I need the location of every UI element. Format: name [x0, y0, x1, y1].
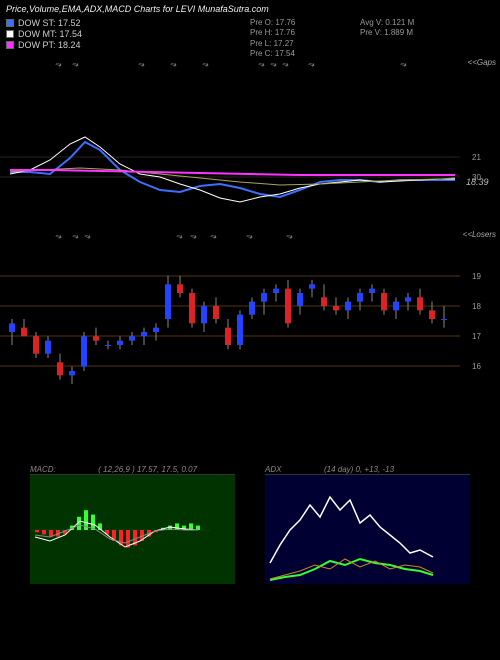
svg-text:21: 21: [472, 153, 481, 162]
gap-marker: ⇘: [284, 231, 294, 242]
legend-text: DOW PT: 18.24: [18, 40, 81, 50]
gap-marker: ⇘: [53, 59, 63, 70]
gap-marker: ⇘: [200, 59, 210, 70]
gaps-label: <<Gaps: [468, 58, 496, 67]
legend-item: DOW PT: 18.24: [6, 40, 82, 50]
stat-line: Avg V: 0.121 M: [360, 18, 414, 28]
header-row: DOW ST: 17.52DOW MT: 17.54DOW PT: 18.24 …: [0, 18, 500, 50]
gap-marker: ⇘: [136, 59, 146, 70]
legend-swatch: [6, 41, 14, 49]
macd-canvas: [30, 474, 235, 584]
svg-text:18.39: 18.39: [466, 177, 489, 187]
gap-marker: ⇘: [306, 59, 316, 70]
gap-marker: ⇘: [244, 231, 254, 242]
legend-item: DOW ST: 17.52: [6, 18, 82, 28]
adx-header: ADX (14 day) 0, +13, -13: [265, 464, 470, 474]
gap-marker: ⇘: [174, 231, 184, 242]
adx-label: ADX: [265, 465, 281, 474]
gap-marker: ⇘: [70, 231, 80, 242]
gap-marker: ⇘: [398, 59, 408, 70]
adx-box: ADX (14 day) 0, +13, -13: [265, 464, 470, 604]
gap-marker: ⇘: [256, 59, 266, 70]
legend-text: DOW MT: 17.54: [18, 29, 82, 39]
macd-box: MACD: ( 12,26,9 ) 17.57, 17.5, 0.07: [30, 464, 235, 604]
stats-volume: Avg V: 0.121 MPre V: 1.889 M: [360, 18, 414, 39]
gaps-lower-row: <<Losers ⇘⇘⇘⇘⇘⇘⇘⇘: [0, 222, 500, 254]
macd-header: MACD: ( 12,26,9 ) 17.57, 17.5, 0.07: [30, 464, 235, 474]
svg-text:19: 19: [472, 272, 481, 281]
gap-marker: ⇘: [280, 59, 290, 70]
chart-title: Price,Volume,EMA,ADX,MACD Charts for LEV…: [0, 0, 500, 18]
gaps-upper-row: <<Gaps ⇘⇘⇘⇘⇘⇘⇘⇘⇘⇘: [0, 50, 500, 82]
candlestick-chart: 19 18 17 16: [0, 254, 500, 384]
stat-line: Pre V: 1.889 M: [360, 28, 414, 38]
legend-item: DOW MT: 17.54: [6, 29, 82, 39]
adx-canvas: [265, 474, 470, 584]
macd-params: ( 12,26,9 ) 17.57, 17.5, 0.07: [98, 465, 197, 474]
adx-params: (14 day) 0, +13, -13: [324, 465, 394, 474]
macd-label: MACD:: [30, 465, 56, 474]
gap-marker: ⇘: [188, 231, 198, 242]
stat-line: Pre L: 17.27: [250, 39, 295, 49]
stat-line: Pre H: 17.76: [250, 28, 295, 38]
gap-marker: ⇘: [168, 59, 178, 70]
legend-swatch: [6, 19, 14, 27]
legend-text: DOW ST: 17.52: [18, 18, 81, 28]
legend-swatch: [6, 30, 14, 38]
svg-text:18: 18: [472, 302, 481, 311]
svg-text:16: 16: [472, 362, 481, 371]
indicator-area: MACD: ( 12,26,9 ) 17.57, 17.5, 0.07 ADX …: [0, 464, 500, 604]
svg-text:17: 17: [472, 332, 481, 341]
stat-line: Pre O: 17.76: [250, 18, 295, 28]
gap-marker: ⇘: [70, 59, 80, 70]
gap-marker: ⇘: [82, 231, 92, 242]
legend: DOW ST: 17.52DOW MT: 17.54DOW PT: 18.24: [6, 18, 82, 50]
gap-marker: ⇘: [208, 231, 218, 242]
gap-marker: ⇘: [268, 59, 278, 70]
gap-marker: ⇘: [53, 231, 63, 242]
losers-label: <<Losers: [463, 230, 496, 239]
ema-chart: 213018.39: [0, 122, 500, 222]
